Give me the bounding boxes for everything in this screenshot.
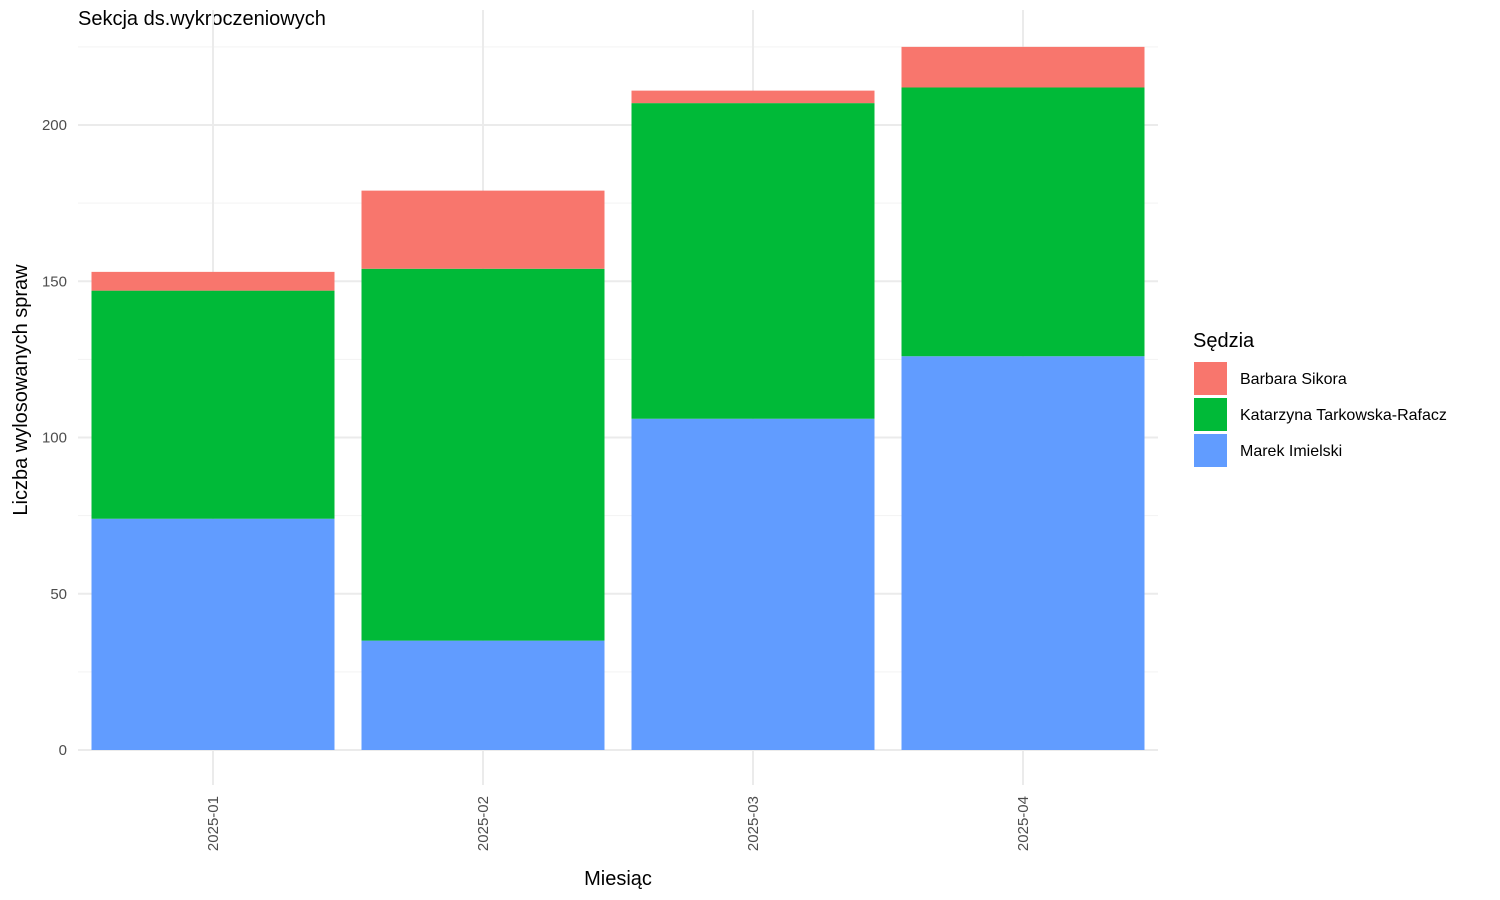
x-tick-label: 2025-04 xyxy=(1015,796,1032,851)
legend-label: Marek Imielski xyxy=(1240,443,1342,460)
legend: Sędzia Barbara Sikora Katarzyna Tarkowska… xyxy=(1193,330,1447,467)
bar-segment xyxy=(631,90,875,104)
bar-segment xyxy=(91,518,335,750)
x-tick-label: 2025-01 xyxy=(205,796,222,851)
x-axis-ticks: 2025-01 2025-02 2025-03 2025-04 xyxy=(205,796,1032,851)
bar-segment xyxy=(631,103,875,419)
y-axis-ticks: 0 50 100 150 200 xyxy=(42,117,67,759)
legend-swatch xyxy=(1194,362,1227,395)
y-tick-label: 50 xyxy=(50,586,67,603)
bar-segment xyxy=(901,46,1145,88)
bar-segment xyxy=(91,271,335,291)
bar-segment xyxy=(901,356,1145,750)
y-tick-label: 200 xyxy=(42,117,67,134)
y-axis-title: Liczba wylosowanych spraw xyxy=(10,264,32,516)
legend-swatch xyxy=(1194,434,1227,467)
x-axis-title: Miesiąc xyxy=(584,868,652,890)
y-tick-label: 0 xyxy=(59,742,67,759)
legend-swatch xyxy=(1194,398,1227,431)
bar-segment xyxy=(901,87,1145,357)
bar-segment xyxy=(631,418,875,750)
x-tick-label: 2025-02 xyxy=(475,796,492,851)
legend-label: Barbara Sikora xyxy=(1240,371,1347,388)
legend-title: Sędzia xyxy=(1193,330,1255,352)
bar-segment xyxy=(361,268,605,641)
y-tick-label: 100 xyxy=(42,430,67,447)
bars xyxy=(91,46,1145,750)
bar-segment xyxy=(361,190,605,269)
legend-label: Katarzyna Tarkowska-Rafacz xyxy=(1240,407,1447,424)
chart-title: Sekcja ds.wykroczeniowych xyxy=(78,8,326,30)
y-tick-label: 150 xyxy=(42,273,67,290)
bar-segment xyxy=(361,640,605,750)
x-tick-label: 2025-03 xyxy=(745,796,762,851)
bar-segment xyxy=(91,290,335,519)
